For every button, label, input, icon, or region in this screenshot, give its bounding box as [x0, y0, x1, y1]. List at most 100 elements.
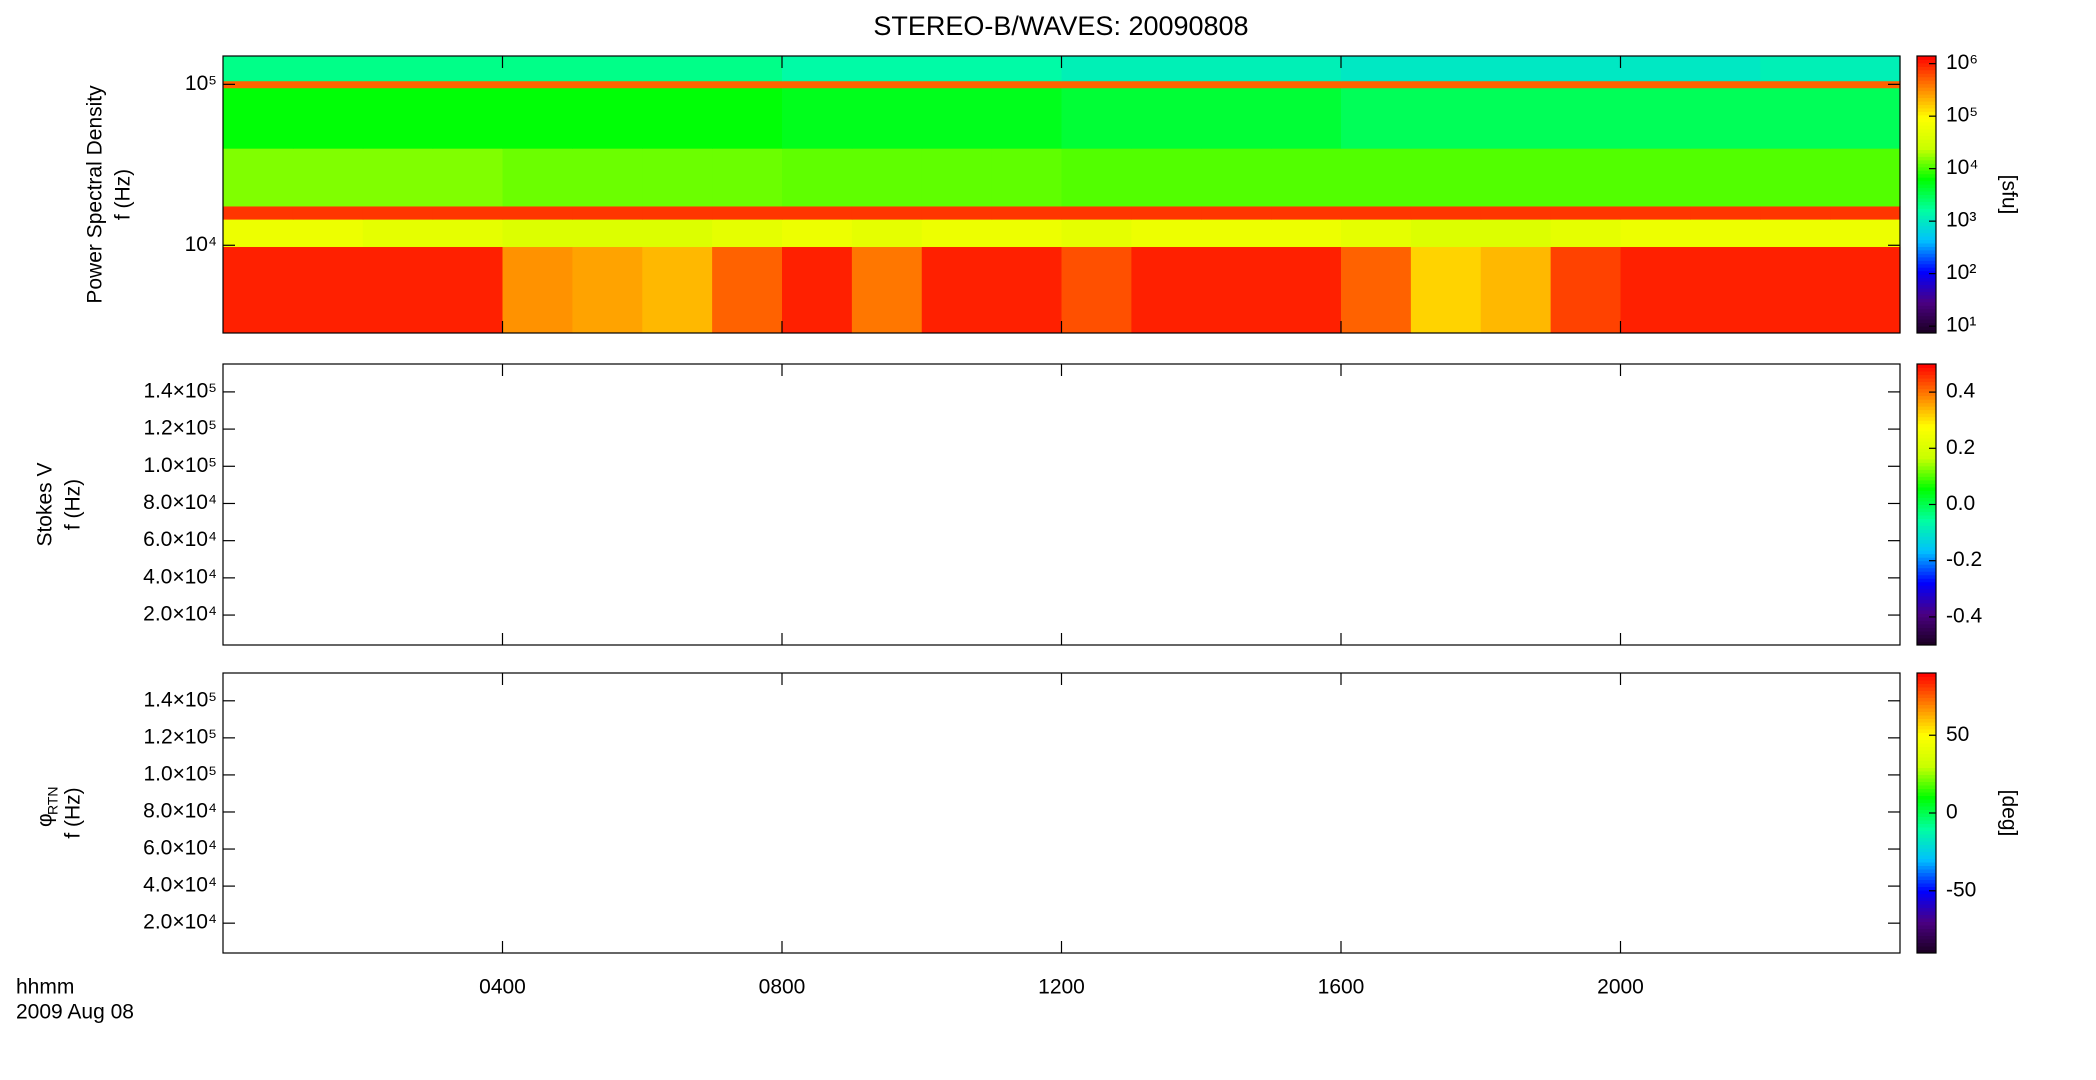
spectrogram-cell [572, 56, 643, 82]
colorbar-slice [1917, 371, 1936, 376]
colorbar-slice [1917, 827, 1936, 831]
colorbar-slice [1917, 59, 1936, 64]
colorbar-slice [1917, 914, 1936, 919]
colorbar-slice [1917, 420, 1936, 425]
colorbar-slice [1917, 690, 1936, 695]
spectrogram-cell [1760, 56, 1831, 82]
spectrogram-cell [1830, 148, 1901, 207]
colorbar-slice [1917, 708, 1936, 712]
colorbar-slice [1917, 508, 1936, 513]
y-tick-label: 10⁴ [185, 233, 217, 256]
colorbar-slice [1917, 788, 1936, 793]
colorbar-slice [1917, 142, 1936, 147]
colorbar-slice [1917, 921, 1936, 926]
spectrogram-cell [432, 148, 504, 207]
colorbar-slice [1917, 764, 1936, 768]
x-tick-label: 2000 [1597, 976, 1644, 999]
spectrogram-cell [1201, 219, 1272, 247]
spectrogram-cell [502, 87, 573, 149]
colorbar-slice [1917, 326, 1936, 331]
spectrogram-cell [1830, 80, 1901, 89]
colorbar-slice [1917, 87, 1936, 92]
spectrogram-cell [1550, 206, 1622, 220]
spectrogram-cell [1550, 80, 1622, 89]
colorbar-slice [1917, 284, 1936, 289]
colorbar-slice [1917, 711, 1936, 716]
spectrogram-cell [1201, 87, 1272, 149]
colorbar-tick-label: 10⁴ [1946, 156, 1978, 179]
spectrogram-cell [292, 246, 364, 334]
spectrogram-cell [223, 219, 294, 247]
spectrogram-cell [782, 80, 853, 89]
spectrogram-cell [1131, 246, 1202, 334]
spectrogram-cell [1061, 87, 1132, 149]
spectrogram-cell [921, 219, 993, 247]
colorbar-slice [1917, 539, 1936, 544]
colorbar-slice [1917, 750, 1936, 754]
colorbar-slice [1917, 760, 1936, 765]
colorbar-slice [1917, 139, 1936, 144]
spectrogram-cell [642, 148, 713, 207]
spectrogram-cell [1480, 219, 1552, 247]
colorbar-slice [1917, 291, 1936, 296]
colorbar-slice [1917, 388, 1936, 393]
x-tick-label: 0400 [479, 976, 526, 999]
spectrogram-cell [991, 206, 1063, 220]
colorbar-slice [1917, 536, 1936, 541]
spectrogram-cell [1480, 80, 1552, 89]
spectrogram-cell [921, 246, 993, 334]
colorbar-slice [1917, 399, 1936, 404]
spectrogram-cell [1690, 246, 1761, 334]
colorbar-slice [1917, 187, 1936, 192]
x-tick-label: 1600 [1318, 976, 1365, 999]
spectrogram-cell [572, 148, 643, 207]
colorbar-slice [1917, 757, 1936, 761]
y-tick-label: 6.0×10⁴ [143, 837, 217, 860]
colorbar-slice [1917, 56, 1936, 60]
spectrogram-cell [1690, 80, 1761, 89]
spectrogram-cell [712, 80, 783, 89]
colorbar-slice [1917, 697, 1936, 702]
colorbar-slice [1917, 152, 1936, 157]
colorbar-slice [1917, 553, 1936, 558]
colorbar-slice [1917, 729, 1936, 733]
y-axis-label: f (Hz) [62, 479, 85, 530]
colorbar-slice [1917, 886, 1936, 891]
colorbar-slice [1917, 277, 1936, 282]
colorbar-tick-label: 10⁶ [1946, 51, 1978, 74]
y-tick-label: 1.2×10⁵ [143, 725, 217, 748]
spectrogram-cell [1690, 148, 1761, 207]
colorbar-slice [1917, 949, 1936, 954]
colorbar-slice [1917, 374, 1936, 379]
colorbar-slice [1917, 694, 1936, 698]
colorbar-slice [1917, 427, 1936, 432]
colorbar-slice [1917, 270, 1936, 275]
colorbar-slice [1917, 858, 1936, 863]
spectrogram-cell [921, 56, 993, 82]
colorbar-slice [1917, 844, 1936, 849]
spectrogram-cell [1061, 56, 1132, 82]
spectrogram-cell [1550, 56, 1622, 82]
spectrogram-cell [1620, 246, 1691, 334]
colorbar-slice [1917, 274, 1936, 279]
spectrogram-cell [1410, 206, 1482, 220]
spectrogram-cell [1410, 87, 1482, 149]
spectrogram-cell [362, 219, 434, 247]
spectrogram-cell [292, 206, 364, 220]
spectrogram-cell [1830, 56, 1901, 82]
spectrogram-cell [223, 56, 294, 82]
spectrogram-cell [1271, 87, 1342, 149]
colorbar-slice [1917, 942, 1936, 947]
spectrogram-cell [1341, 56, 1412, 82]
spectrogram-cell [292, 56, 364, 82]
colorbar-slice [1917, 448, 1936, 453]
colorbar-slice [1917, 830, 1936, 835]
colorbar-slice [1917, 592, 1936, 597]
colorbar-slice [1917, 588, 1936, 593]
colorbar-slice [1917, 159, 1936, 164]
colorbar-slice [1917, 246, 1936, 251]
colorbar-slice [1917, 378, 1936, 383]
colorbar-slice [1917, 329, 1936, 334]
colorbar-slice [1917, 567, 1936, 572]
